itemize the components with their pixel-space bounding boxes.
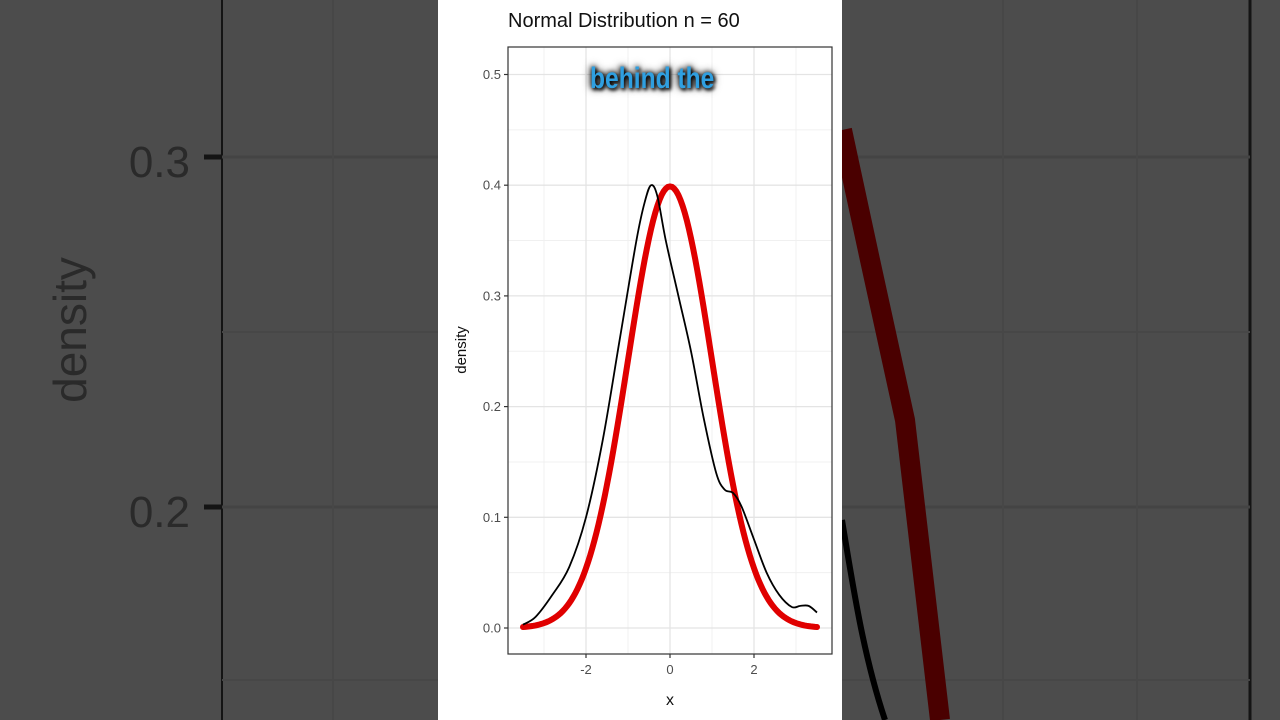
density-plot: 0.0 0.1 0.2 0.3 0.4 0.5 -2 0 2 x density — [453, 46, 833, 709]
sample-density-curve-black — [522, 184, 818, 626]
chart-frame: Normal Distribution n = 60 0.0 0.1 0.2 0.3 0… — [438, 0, 842, 720]
chart-title: Normal Distribution n = 60 — [508, 10, 740, 32]
y-tick-label: 0.3 — [483, 288, 501, 303]
bg-black-curve — [839, 519, 888, 720]
y-axis-ticks: 0.0 0.1 0.2 0.3 0.4 0.5 — [483, 67, 508, 636]
y-tick-label: 0.1 — [483, 510, 501, 525]
video-caption-overlay: behind the — [590, 62, 715, 95]
bg-red-curve — [832, 127, 950, 720]
y-tick-label: 0.4 — [483, 178, 501, 193]
x-axis-label: x — [666, 692, 674, 709]
y-axis-label: density — [453, 326, 470, 374]
y-tick-label: 0.2 — [483, 399, 501, 414]
minor-gridlines — [508, 47, 832, 654]
bg-tick-label: 0.2 — [129, 488, 190, 537]
y-tick-label: 0.5 — [483, 67, 501, 82]
bg-y-axis-label: density — [44, 257, 96, 403]
x-tick-label: -2 — [580, 662, 592, 677]
normal-curve-red — [520, 183, 820, 630]
y-tick-label: 0.0 — [483, 621, 501, 636]
x-axis-ticks: -2 0 2 — [580, 654, 758, 677]
x-tick-label: 0 — [666, 662, 673, 677]
major-gridlines — [508, 47, 832, 654]
x-tick-label: 2 — [750, 662, 757, 677]
bg-tick-label: 0.3 — [129, 138, 190, 187]
